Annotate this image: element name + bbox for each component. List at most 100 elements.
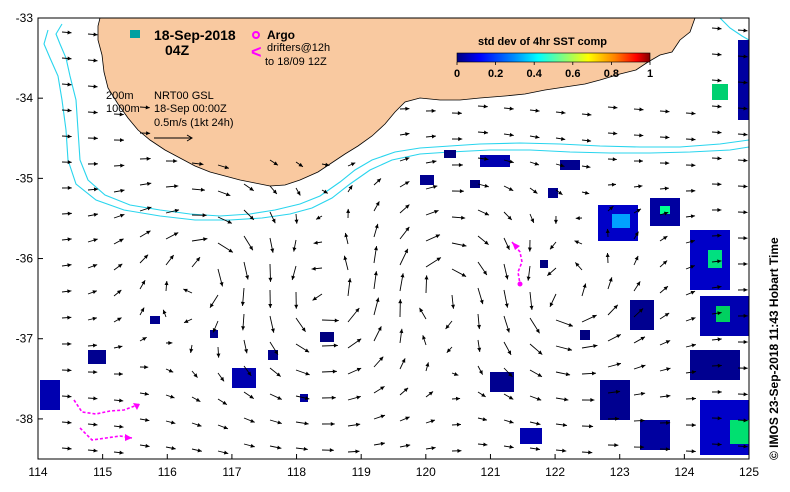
velocity-arrowhead <box>376 178 382 183</box>
velocity-arrowhead <box>526 276 531 281</box>
velocity-arrowhead <box>455 396 461 401</box>
velocity-arrowhead <box>399 328 404 334</box>
velocity-arrowhead <box>118 345 123 350</box>
velocity-arrowhead <box>240 301 245 306</box>
velocity-arrowhead <box>200 187 205 192</box>
colorbar-tick-label: 0.6 <box>565 68 580 80</box>
velocity-arrowhead <box>616 334 621 339</box>
velocity-arrowhead <box>717 442 722 447</box>
velocity-arrowhead <box>146 181 152 186</box>
x-axis: 114 115 116 117 118 119 120 121 122 123 124 125 <box>28 454 759 479</box>
x-tick-label: 115 <box>93 465 112 479</box>
date-label: 18-Sep-2018 <box>154 27 236 43</box>
velocity-arrowhead <box>691 423 696 428</box>
velocity-arrowhead <box>717 26 722 31</box>
velocity-arrowhead <box>614 416 620 421</box>
velocity-arrowhead <box>690 265 695 269</box>
velocity-arrowhead <box>270 248 275 253</box>
velocity-arrowhead <box>350 162 356 167</box>
velocity-arrowhead <box>591 371 597 376</box>
velocity-arrowhead <box>304 348 310 353</box>
velocity-arrowhead <box>171 446 176 451</box>
drifter-arrowheads <box>125 242 520 441</box>
velocity-arrowhead <box>743 184 748 189</box>
velocity-arrowhead <box>435 234 440 239</box>
velocity-arrowhead <box>663 211 669 216</box>
velocity-arrowhead <box>294 304 299 309</box>
velocity-arrowhead <box>355 449 360 454</box>
contour-1000m-label: 1000m <box>106 103 140 115</box>
velocity-arrowhead <box>743 132 748 137</box>
velocity-arrowhead <box>529 305 534 310</box>
velocity-arrowhead <box>93 238 98 243</box>
velocity-arrowhead <box>67 134 72 139</box>
y-tick-label: -35 <box>16 171 34 185</box>
velocity-arrowhead <box>377 326 382 331</box>
velocity-arrowhead <box>612 157 617 162</box>
velocity-arrowhead <box>691 370 697 375</box>
velocity-arrowhead <box>93 370 98 375</box>
y-tick-label: -38 <box>16 412 34 426</box>
velocity-arrowhead <box>717 233 722 238</box>
velocity-arrowhead <box>717 389 722 394</box>
velocity-arrowhead <box>535 134 540 139</box>
velocity-arrowhead <box>244 348 248 354</box>
velocity-arrowhead <box>484 211 490 216</box>
velocity-arrowhead <box>530 218 535 223</box>
velocity-arrowhead <box>743 28 748 33</box>
velocity-arrowhead <box>743 366 748 371</box>
y-tick-label: -37 <box>16 332 34 346</box>
velocity-arrowhead <box>743 236 748 241</box>
x-tick-label: 116 <box>158 465 177 479</box>
velocity-arrowhead <box>586 164 591 169</box>
velocity-arrowhead <box>303 446 308 451</box>
velocity-arrowhead <box>717 363 722 368</box>
velocity-arrowhead <box>305 396 310 401</box>
velocity-arrowhead <box>445 324 450 330</box>
velocity-arrowhead <box>169 255 174 260</box>
velocity-arrowhead <box>168 340 173 345</box>
velocity-arrowhead <box>67 237 72 242</box>
velocity-arrowhead <box>146 230 151 235</box>
velocity-arrowhead <box>380 386 385 391</box>
velocity-arrowhead <box>117 263 123 268</box>
velocity-arrowhead <box>717 416 722 421</box>
velocity-arrowhead <box>298 162 303 167</box>
y-tick-label: -34 <box>16 91 34 105</box>
velocity-arrowhead <box>304 421 309 426</box>
velocity-arrowhead <box>403 387 409 393</box>
land-gap <box>700 18 749 45</box>
velocity-arrowhead <box>458 162 463 167</box>
velocity-arrowhead <box>249 394 254 399</box>
velocity-arrowhead <box>586 138 592 143</box>
y-tick-label: -33 <box>16 11 34 25</box>
velocity-arrowhead <box>483 104 488 109</box>
velocity-arrowhead <box>535 446 541 451</box>
velocity-arrowhead <box>313 240 318 245</box>
velocity-arrowhead <box>170 394 175 399</box>
velocity-arrowhead <box>117 317 122 322</box>
drifters-label: drifters@12h <box>267 42 330 54</box>
velocity-arrowhead <box>355 422 361 427</box>
velocity-arrowhead <box>92 264 98 268</box>
velocity-arrowhead <box>67 160 72 165</box>
velocity-arrowhead <box>119 450 124 455</box>
velocity-arrowhead <box>582 283 587 288</box>
velocity-arrowhead <box>665 109 670 114</box>
velocity-arrowhead <box>641 364 646 369</box>
velocity-arrowhead <box>174 208 180 213</box>
velocity-arrowhead <box>431 134 436 139</box>
velocity-arrowhead <box>379 356 384 361</box>
velocity-arrowhead <box>462 243 467 248</box>
velocity-arrowhead <box>664 186 669 191</box>
velocity-arrowhead <box>430 419 435 424</box>
velocity-arrowhead <box>561 110 566 115</box>
velocity-arrowhead <box>67 56 72 61</box>
velocity-arrowhead <box>431 446 436 451</box>
velocity-arrowhead <box>743 80 748 85</box>
velocity-arrowhead <box>174 184 179 189</box>
velocity-arrowhead <box>665 447 670 452</box>
velocity-arrowhead <box>67 82 72 87</box>
velocity-arrowhead <box>535 108 540 113</box>
velocity-arrowhead <box>92 343 98 348</box>
